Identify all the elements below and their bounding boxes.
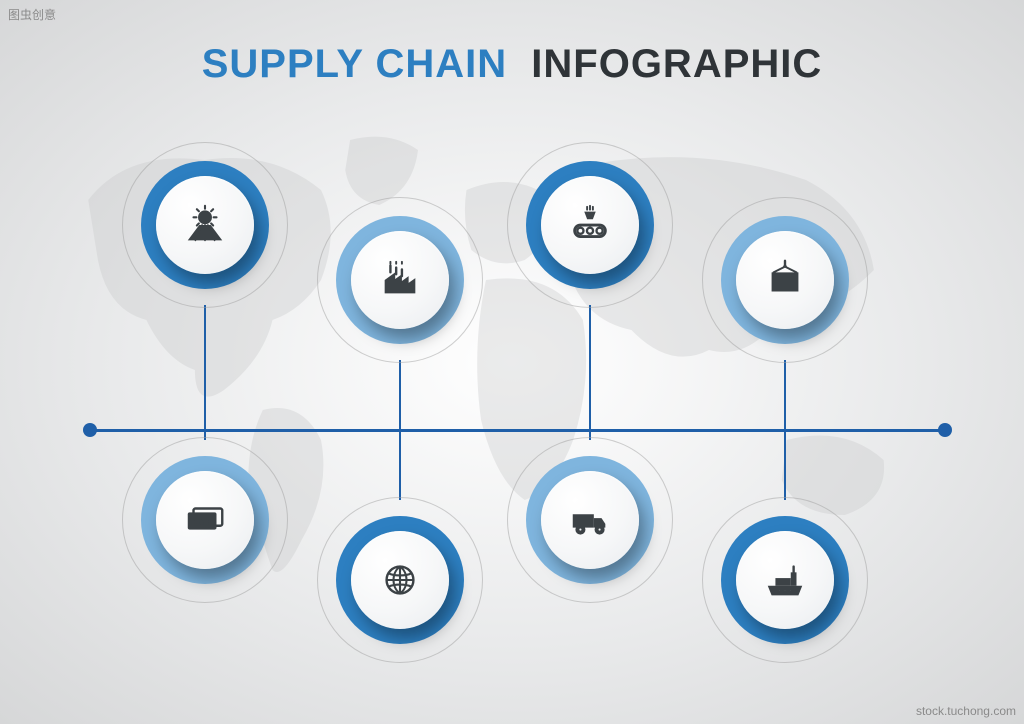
container-icon — [762, 257, 808, 303]
disc — [351, 531, 449, 629]
timeline-line — [90, 429, 945, 432]
node-distribution — [318, 498, 482, 662]
connector-manufacturing — [399, 360, 401, 430]
factory-icon — [377, 257, 423, 303]
disc — [541, 176, 639, 274]
svg-text:CARD: CARD — [194, 520, 213, 527]
watermark-bottom-right: stock.tuchong.com — [916, 704, 1016, 718]
timeline-start-dot — [83, 423, 97, 437]
node-shipping — [703, 498, 867, 662]
connector-distribution — [399, 430, 401, 500]
node-payment: CARD — [123, 438, 287, 602]
disc — [736, 231, 834, 329]
disc — [736, 531, 834, 629]
globe-icon — [377, 557, 423, 603]
watermark-top-left: 图虫创意 — [8, 6, 56, 23]
node-delivery — [508, 438, 672, 602]
disc — [351, 231, 449, 329]
ship-icon — [762, 557, 808, 603]
node-manufacturing — [318, 198, 482, 362]
truck-icon — [567, 497, 613, 543]
disc: CARD — [156, 471, 254, 569]
title-part-1: SUPPLY CHAIN — [202, 42, 507, 87]
page-title: SUPPLY CHAIN INFOGRAPHIC — [0, 42, 1024, 87]
farm-icon — [182, 202, 228, 248]
disc — [541, 471, 639, 569]
conveyor-icon — [567, 202, 613, 248]
node-warehousing — [703, 198, 867, 362]
disc — [156, 176, 254, 274]
connector-processing — [589, 305, 591, 430]
connector-shipping — [784, 430, 786, 500]
connector-warehousing — [784, 360, 786, 430]
node-raw-materials — [123, 143, 287, 307]
connector-raw-materials — [204, 305, 206, 430]
title-part-2: INFOGRAPHIC — [531, 42, 822, 87]
node-processing — [508, 143, 672, 307]
timeline-end-dot — [938, 423, 952, 437]
card-icon: CARD — [182, 497, 228, 543]
